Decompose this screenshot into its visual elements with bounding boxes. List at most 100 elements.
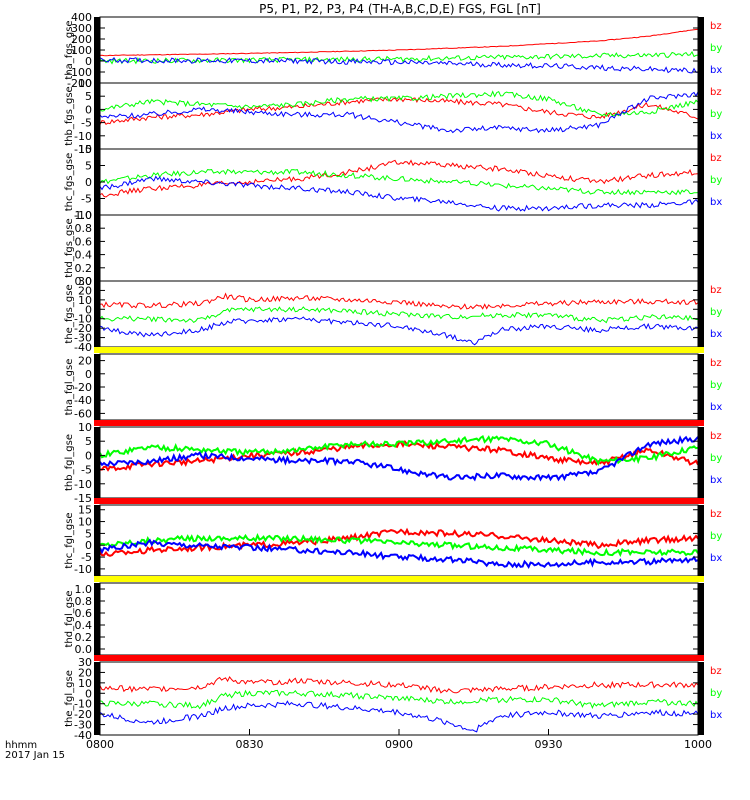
ytick-label: -30 (74, 332, 92, 345)
ytick-label: 0 (85, 539, 92, 552)
left-edge-bar (94, 17, 100, 83)
right-edge-bar (698, 215, 704, 281)
panel-frame (99, 280, 699, 348)
ytick-label: -10 (74, 698, 92, 711)
legend-bz: bz (710, 358, 722, 369)
left-edge-bar (94, 354, 100, 420)
legend-by: by (710, 453, 722, 464)
series-bx-line (99, 91, 699, 134)
ytick-label: 20 (78, 666, 92, 679)
ytick-label: -30 (74, 719, 92, 732)
ytick-label: 10 (78, 143, 92, 156)
legend-by: by (710, 43, 722, 54)
ytick-label: -5 (81, 551, 92, 564)
ytick-label: 0 (85, 449, 92, 462)
ytick-label: -40 (74, 394, 92, 407)
ytick-label: 0.0 (75, 275, 93, 288)
ytick-label: 1.0 (75, 583, 93, 596)
ytick-label: -10 (74, 130, 92, 143)
ytick-label: -60 (74, 407, 92, 420)
xtick-label: 1000 (684, 738, 712, 751)
panel-frame (99, 661, 699, 736)
ytick-label: -20 (74, 322, 92, 335)
series-bz-line (99, 159, 699, 198)
panel-frame (99, 582, 699, 656)
ytick-label: 5 (85, 160, 92, 173)
ytick-label: 0 (85, 303, 92, 316)
series-by-line (99, 435, 699, 466)
ytick-label: -5 (81, 193, 92, 206)
ytick-label: -10 (74, 313, 92, 326)
ytick-label: 0 (85, 55, 92, 68)
series-bx-line (99, 175, 699, 212)
series-by-line (99, 168, 699, 196)
legend-bx: bx (710, 131, 722, 142)
series-by-line (99, 689, 699, 710)
series-by-line (99, 90, 699, 117)
series-by-line (99, 306, 698, 324)
ytick-label: 10 (78, 516, 92, 529)
ytick-label: -5 (81, 117, 92, 130)
yellow-status-bar (94, 576, 704, 582)
ytick-label: 15 (78, 504, 92, 517)
ytick-label: 0.8 (75, 595, 93, 608)
red-status-bar (94, 655, 704, 661)
left-edge-bar (94, 505, 100, 576)
right-edge-bar (698, 427, 704, 498)
series-by-line (99, 50, 699, 65)
series-bx-line (99, 316, 699, 346)
series-bz-line (99, 675, 699, 694)
right-edge-bar (698, 354, 704, 420)
series-bz-line (99, 96, 699, 125)
panel-ylabel: thb_fgs_gse (64, 86, 75, 145)
legend-bz: bz (710, 666, 722, 677)
ytick-label: 0.0 (75, 643, 93, 656)
ytick-label: -15 (74, 143, 92, 156)
series-bz-line (99, 527, 699, 557)
ytick-label: 1.0 (75, 209, 93, 222)
xtick-label: 0900 (385, 738, 413, 751)
right-edge-bar (698, 281, 704, 347)
legend-bx: bx (710, 329, 722, 340)
ytick-label: 100 (71, 44, 92, 57)
legend-bz: bz (710, 431, 722, 442)
ytick-label: 10 (78, 677, 92, 690)
series-bz-line (99, 28, 699, 57)
legend-by: by (710, 531, 722, 542)
ytick-label: 0 (85, 103, 92, 116)
left-edge-bar (94, 281, 100, 347)
panel-ylabel: thd_fgs_gse (64, 218, 75, 277)
ytick-label: 0.8 (75, 222, 93, 235)
ytick-label: 0.4 (75, 619, 93, 632)
panel-ylabel: thb_fgl_gse (64, 434, 75, 491)
yellow-status-bar (94, 347, 704, 353)
ytick-label: -5 (81, 464, 92, 477)
series-by-line (99, 532, 699, 558)
series-bx-line (99, 538, 699, 569)
ytick-label: 400 (71, 11, 92, 24)
ytick-label: 0.6 (75, 235, 93, 248)
time-unit-label: hhmm (5, 740, 37, 751)
legend-bz: bz (710, 509, 722, 520)
ytick-label: -15 (74, 492, 92, 505)
panel-ylabel: tha_fgl_gse (64, 359, 75, 416)
panel-ylabel: thd_fgl_gse (64, 591, 75, 648)
xtick-label: 0930 (535, 738, 563, 751)
legend-by: by (710, 688, 722, 699)
legend-bx: bx (710, 553, 722, 564)
ytick-label: 0 (85, 687, 92, 700)
series-bx-line (99, 56, 699, 74)
xtick-label: 0800 (86, 738, 114, 751)
legend-bx: bx (710, 475, 722, 486)
legend-by: by (710, 175, 722, 186)
series-bx-line (99, 435, 699, 482)
ytick-label: 300 (71, 22, 92, 35)
left-edge-bar (94, 83, 100, 149)
ytick-label: 0.6 (75, 607, 93, 620)
right-edge-bar (698, 505, 704, 576)
